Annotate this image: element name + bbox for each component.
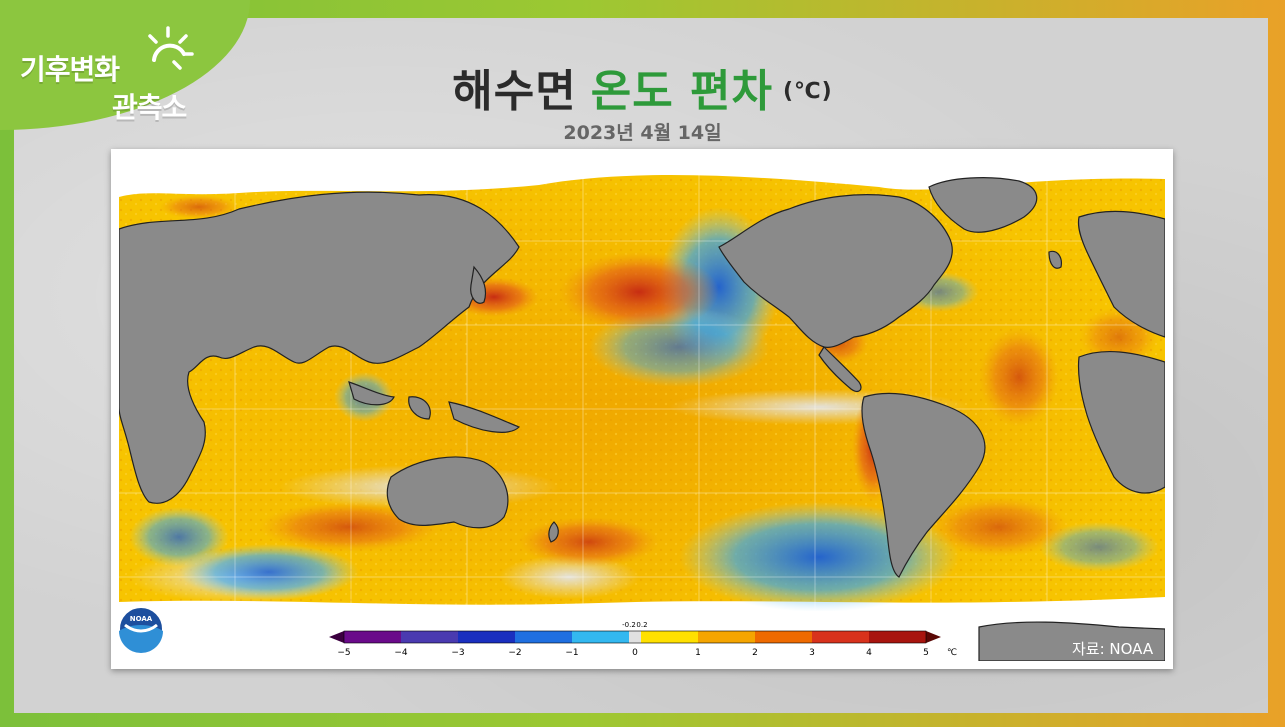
source-credit: 자료: NOAA <box>1072 640 1154 658</box>
colorbar-tick: 5 <box>923 648 929 658</box>
title-unit: (℃) <box>782 79 833 104</box>
colorbar-tick: 4 <box>866 648 872 658</box>
sst-anomaly-map: −5 −4 −3 −2 −1 0 1 2 3 4 5 -0.2 0.2 ℃ NO… <box>119 157 1165 661</box>
sun-icon <box>148 26 194 70</box>
colorbar-tick: 0 <box>632 648 638 658</box>
page-title: 해수면 온도 편차 (℃) <box>0 55 1285 119</box>
map-card: −5 −4 −3 −2 −1 0 1 2 3 4 5 -0.2 0.2 ℃ NO… <box>111 149 1173 669</box>
colorbar-tick: 1 <box>695 648 701 658</box>
colorbar-tick: −5 <box>337 648 350 658</box>
colorbar-small-tick: 0.2 <box>636 621 647 629</box>
date-subtitle: 2023년 4월 14일 <box>563 122 722 144</box>
title-part2: 온도 편차 <box>590 66 773 117</box>
logo-text-line2: 관측소 <box>112 91 187 124</box>
noaa-logo-text: NOAA <box>130 615 153 623</box>
colorbar: −5 −4 −3 −2 −1 0 1 2 3 4 5 -0.2 0.2 ℃ <box>329 621 957 658</box>
title-part1: 해수면 <box>452 66 577 117</box>
colorbar-tick: −2 <box>508 648 521 658</box>
noaa-logo: NOAA <box>119 606 164 653</box>
colorbar-tick: 2 <box>752 648 758 658</box>
colorbar-unit: ℃ <box>947 648 957 658</box>
colorbar-small-tick: -0.2 <box>622 621 636 629</box>
colorbar-tick: −1 <box>565 648 578 658</box>
colorbar-tick: −3 <box>451 648 464 658</box>
colorbar-tick: −4 <box>394 648 408 658</box>
logo-text-line1: 기후변화 <box>20 53 120 86</box>
colorbar-tick: 3 <box>809 648 815 658</box>
